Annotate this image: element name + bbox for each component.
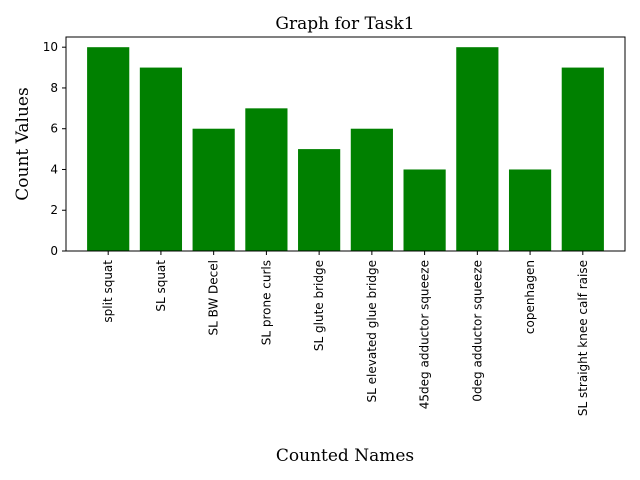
x-tick-label: split squat	[101, 260, 115, 323]
bar-3	[192, 128, 235, 251]
y-tick-label: 2	[50, 203, 58, 217]
bar-7	[403, 169, 446, 251]
x-axis-label: Counted Names	[276, 446, 414, 466]
bar-8	[456, 47, 499, 251]
bars-group	[87, 47, 604, 251]
bar-6	[350, 128, 393, 251]
x-axis-ticks: split squat SL squat SL BW Decel SL prone c…	[101, 251, 590, 416]
bar-1	[87, 47, 130, 251]
y-tick-label: 8	[50, 81, 58, 95]
y-tick-label: 6	[50, 122, 58, 136]
y-axis-ticks: 0 2 4 6 8 10	[43, 40, 66, 258]
bar-5	[298, 149, 341, 251]
bar-9	[508, 169, 552, 251]
bar-2	[139, 67, 183, 251]
x-tick-label: SL elevated glue bridge	[365, 260, 379, 402]
x-tick-label: 0deg adductor squeeze	[470, 260, 484, 402]
y-tick-label: 10	[43, 40, 58, 54]
bar-10	[561, 67, 604, 251]
y-tick-label: 4	[50, 162, 58, 176]
chart-title: Graph for Task1	[275, 14, 414, 34]
x-tick-label: 45deg adductor squeeze	[418, 260, 432, 409]
bar-4	[245, 108, 288, 251]
x-tick-label: SL straight knee calf raise	[576, 260, 590, 416]
x-tick-label: SL prone curls	[259, 260, 273, 345]
y-tick-label: 0	[50, 244, 58, 258]
y-axis-label: Count Values	[13, 87, 33, 200]
x-tick-label: SL squat	[154, 260, 168, 312]
x-tick-label: SL BW Decel	[207, 260, 221, 336]
x-tick-label: SL glute bridge	[312, 260, 326, 351]
x-tick-label: copenhagen	[523, 260, 537, 334]
plot-frame	[65, 36, 626, 252]
